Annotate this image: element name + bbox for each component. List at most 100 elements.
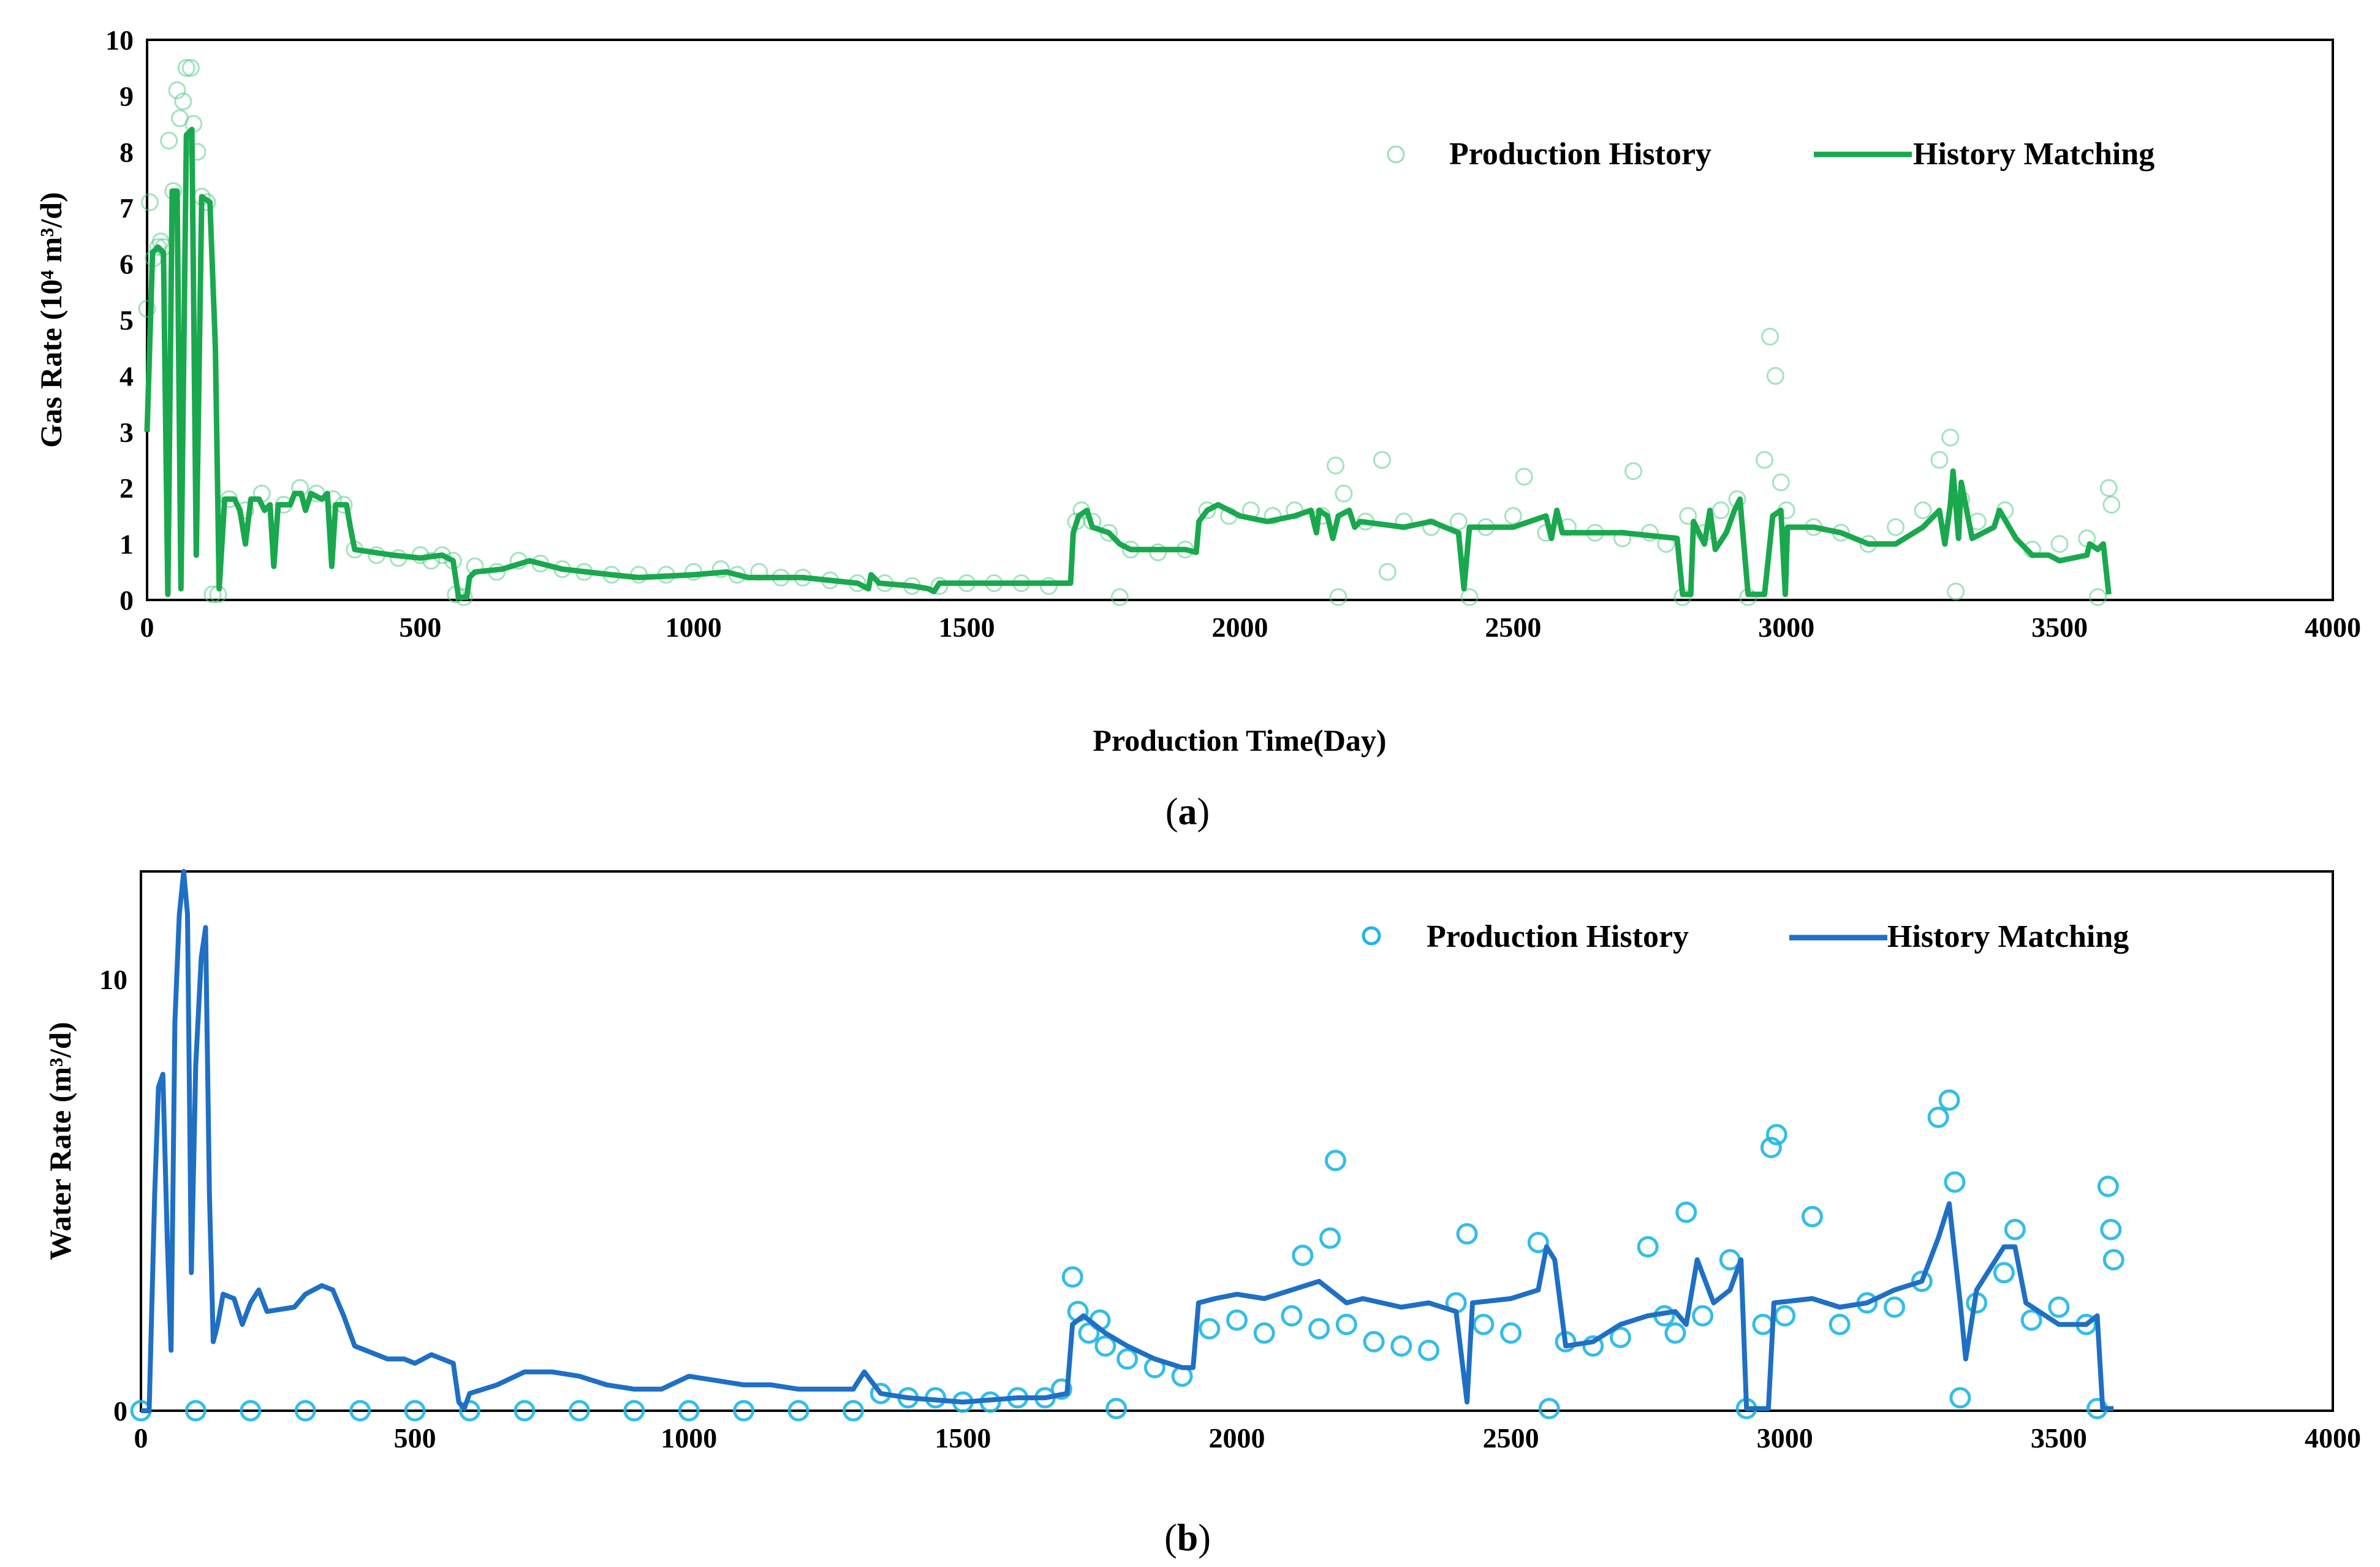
chart-b-history-point [1993,1262,2015,1284]
chart-b-history-point [1527,1231,1549,1253]
chart-b-history-point [1456,1223,1478,1245]
chart-b-xtick-label: 3000 [1757,1422,1813,1454]
chart-a-history-point [140,193,159,211]
chart-b-history-point [1582,1335,1604,1357]
chart-a-history-point [1760,327,1779,346]
chart-b-legend-label-1: History Matching [1887,919,2129,954]
chart-a-history-point [1504,507,1522,525]
chart-a-history-point [168,81,186,99]
chart-b-history-point [1829,1313,1851,1335]
chart-b-panel-letter: b [1177,1517,1198,1559]
chart-b-history-point [678,1400,700,1422]
chart-b-history-point [1078,1322,1100,1344]
chart-a-history-point [711,560,730,579]
chart-b-xtick-label: 2000 [1209,1422,1265,1454]
chart-b-xtick-label: 0 [134,1422,148,1454]
chart-a-xtick-label: 1000 [665,612,722,643]
chart-b-history-point [1199,1318,1221,1340]
chart-b-history-point [2102,1249,2124,1271]
chart-a-xtick-label: 1500 [939,612,995,643]
chart-a-history-point [1756,451,1774,469]
chart-b-history-point [1664,1322,1686,1344]
chart-b-history-point [1116,1348,1139,1370]
chart-b-history-point [514,1400,536,1422]
chart-b-history-point [1884,1296,1906,1318]
chart-a-legend-marker [1387,145,1405,164]
chart-a-xtick-label: 3000 [1758,612,1814,643]
chart-a-ytick-label: 4 [119,360,134,392]
chart-a-history-point [177,59,195,77]
chart-a-history-point [181,59,200,77]
chart-b-history-point [1281,1305,1303,1327]
chart-b-history-point [1319,1227,1341,1249]
chart-b: 0 500 1000 1500 2000 2500 3000 3500 4000 0 10 Wate… [43,869,2361,1559]
chart-a-history-point [1711,501,1730,520]
chart-b-history-point [1927,1106,1949,1128]
chart-a-xtick-label: 500 [399,612,441,643]
chart-a-xtick-label: 3500 [2031,612,2088,643]
chart-b-ytick-label: 10 [99,964,127,995]
chart-b-history-point [1500,1322,1522,1344]
chart-b-history-point [240,1400,262,1422]
chart-a: 0 500 1000 1500 2000 2500 3000 3500 4000 0 1 2 3 4 5 6 7… [34,25,2361,833]
chart-a-xtick-label: 2000 [1212,612,1268,643]
chart-b-xtick-label: 2500 [1483,1422,1539,1454]
chart-b-history-point [1417,1339,1439,1361]
chart-a-ytick-label: 0 [119,585,134,616]
chart-a-ticks: 0 500 1000 1500 2000 2500 3000 3500 4000 0 1 2 3 4 5 6 7… [105,25,2361,643]
chart-a-ytick-label: 7 [119,192,134,224]
chart-b-history-point [1938,1089,1960,1111]
chart-b-history-point [1308,1318,1330,1340]
chart-b-history-point [1061,1266,1083,1288]
chart-b-history-point [787,1400,809,1422]
chart-b-history-point [1472,1313,1495,1335]
chart-a-history-point [1766,366,1784,385]
chart-a-ytick-label: 5 [119,305,134,336]
chart-a-history-point [1149,543,1167,561]
chart-b-history-point [733,1400,755,1422]
chart-b-history-point [1538,1397,1560,1419]
chart-a-xtick-label: 2500 [1485,612,1541,643]
chart-a-history-point [174,93,192,111]
chart-b-history-point [1944,1171,1966,1193]
chart-a-history-point [1264,507,1282,525]
chart-b-history-point [459,1400,481,1422]
chart-b-history-point [1324,1150,1346,1172]
chart-a-history-point [1039,577,1058,595]
chart-b-history-point [184,1400,207,1422]
chart-b-history-point [1050,1378,1072,1400]
chart-b-history-point [2048,1296,2070,1318]
chart-b-ytick-label: 0 [113,1395,127,1427]
chart-b-history-point [2100,1218,2122,1240]
chart-a-panel-label: (a) [1165,791,1210,833]
chart-b-legend: Production History History Matching [1362,919,2129,954]
chart-a-history-point [2089,588,2107,606]
chart-b-legend-marker [1362,926,1381,946]
chart-b-matching-line [141,869,2114,1413]
chart-b-history-point [1390,1335,1412,1357]
chart-a-ytick-label: 10 [105,25,134,56]
chart-a-matching-line [144,126,2112,600]
chart-b-history-point [1765,1123,1787,1145]
chart-b-history-point [404,1400,426,1422]
chart-a-history-point [1947,582,1965,601]
chart-b-xtick-label: 3500 [2031,1422,2087,1454]
chart-b-history-point [1363,1330,1385,1353]
chart-a-history-point [203,585,222,604]
chart-a-xtick-label: 4000 [2305,612,2361,643]
chart-b-history-point [2004,1218,2026,1240]
chart-b-xtick-label: 500 [394,1422,436,1454]
chart-b-history-point [1637,1235,1659,1258]
chart-a-ytick-label: 6 [119,249,134,280]
chart-a-xlabel: Production Time(Day) [1093,723,1386,757]
chart-b-history-point [1335,1313,1357,1335]
chart-a-history-point [2099,479,2118,497]
chart-b-history-point [1253,1322,1275,1344]
chart-a-ytick-label: 8 [119,137,134,168]
chart-b-legend-label-0: Production History [1427,919,1689,954]
chart-b-ticks: 0 500 1000 1500 2000 2500 3000 3500 4000 0 10 [99,964,2361,1454]
chart-b-history-point [1292,1245,1314,1267]
chart-b-history-point [1105,1397,1127,1419]
chart-a-history-point [1327,457,1345,475]
